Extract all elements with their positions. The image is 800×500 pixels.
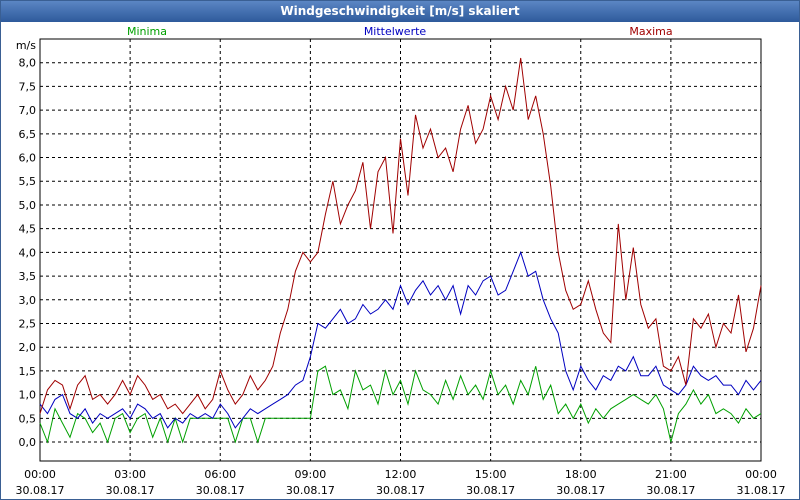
- series-line-minima: [39, 365, 762, 444]
- y-tick-label: 3,5: [19, 270, 37, 283]
- x-tick-time: 00:00: [745, 468, 777, 481]
- y-tick-label: 6,5: [19, 128, 37, 141]
- x-tick-time: 03:00: [114, 468, 146, 481]
- x-tick-time: 09:00: [295, 468, 327, 481]
- x-tick-date: 31.08.17: [737, 484, 786, 497]
- x-tick-time: 21:00: [655, 468, 687, 481]
- y-tick-label: 7,0: [19, 104, 37, 117]
- y-tick-label: 7,5: [19, 80, 37, 93]
- y-tick-label: 5,5: [19, 175, 37, 188]
- chart-axes: [39, 38, 762, 462]
- x-tick-time: 15:00: [475, 468, 507, 481]
- chart-labels: 0,0 0,5 1,0 1,5 2,0 2,5 3,0 3,5 4,0 4,5 5,0 5,5 6,0 6…: [16, 25, 786, 497]
- legend-maxima: Maxima: [629, 25, 672, 38]
- y-tick-label: 3,0: [19, 294, 37, 307]
- x-tick-time: 12:00: [385, 468, 417, 481]
- chart-series: [39, 57, 762, 444]
- y-tick-label: 1,0: [19, 389, 37, 402]
- x-tick-date: 30.08.17: [196, 484, 245, 497]
- x-tick-time: 00:00: [24, 468, 56, 481]
- legend-mittelwerte: Mittelwerte: [364, 25, 427, 38]
- series-line-maxima: [39, 57, 762, 415]
- x-tick-date: 30.08.17: [106, 484, 155, 497]
- y-tick-label: 2,5: [19, 317, 37, 330]
- y-tick-label: 4,5: [19, 223, 37, 236]
- chart-grid: [39, 39, 762, 461]
- x-tick-date: 30.08.17: [376, 484, 425, 497]
- y-tick-label: 5,0: [19, 199, 37, 212]
- x-tick-date: 30.08.17: [556, 484, 605, 497]
- x-tick-date: 30.08.17: [16, 484, 65, 497]
- x-tick-date: 30.08.17: [466, 484, 515, 497]
- y-tick-label: 0,5: [19, 412, 37, 425]
- y-tick-label: 4,0: [19, 246, 37, 259]
- series-line-mittelwerte: [39, 250, 762, 429]
- y-tick-label: 1,5: [19, 365, 37, 378]
- x-tick-date: 30.08.17: [646, 484, 695, 497]
- chart-title: Windgeschwindigkeit [m/s] skaliert: [1, 1, 799, 22]
- y-tick-label: 2,0: [19, 341, 37, 354]
- legend-minima: Minima: [127, 25, 167, 38]
- y-axis-label: m/s: [16, 39, 36, 52]
- y-tick-label: 0,0: [19, 436, 37, 449]
- y-tick-label: 6,0: [19, 152, 37, 165]
- x-tick-time: 06:00: [204, 468, 236, 481]
- x-tick-date: 30.08.17: [286, 484, 335, 497]
- x-tick-time: 18:00: [565, 468, 597, 481]
- plot-frame: [39, 38, 762, 462]
- y-tick-label: 8,0: [19, 57, 37, 70]
